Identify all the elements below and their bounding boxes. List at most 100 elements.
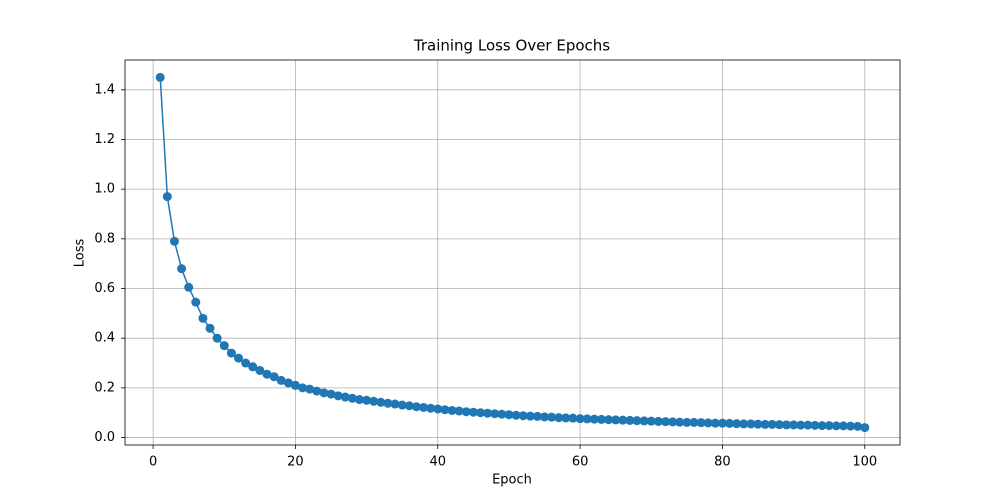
data-point: [774, 420, 784, 430]
data-point: [725, 418, 735, 428]
data-point: [362, 395, 372, 405]
data-point: [518, 411, 528, 421]
data-point: [290, 380, 300, 390]
data-point: [817, 421, 827, 431]
x-tick-label: 40: [430, 455, 447, 470]
data-point: [162, 192, 172, 202]
data-point: [419, 402, 429, 412]
data-point: [511, 410, 521, 420]
data-point: [440, 405, 450, 415]
data-point: [461, 407, 471, 417]
data-point: [838, 421, 848, 431]
data-point: [433, 404, 443, 414]
y-axis-label: Loss: [73, 239, 88, 268]
data-point: [582, 414, 592, 424]
data-point: [689, 417, 699, 427]
data-point: [703, 418, 713, 428]
data-point: [746, 419, 756, 429]
y-tick-label: 0.2: [94, 380, 115, 395]
y-tick-label: 1.2: [94, 132, 115, 147]
data-point: [468, 407, 478, 417]
data-point: [184, 282, 194, 292]
data-point: [575, 414, 585, 424]
data-point: [397, 400, 407, 410]
data-point: [604, 415, 614, 425]
data-point: [483, 408, 493, 418]
data-point: [219, 341, 229, 351]
data-point: [411, 402, 421, 412]
y-tick-label: 0.4: [94, 331, 115, 346]
data-point: [347, 393, 357, 403]
data-point: [177, 264, 187, 274]
data-point: [497, 409, 507, 419]
data-point: [589, 414, 599, 424]
data-point: [390, 399, 400, 409]
data-point: [625, 415, 635, 425]
data-point: [568, 413, 578, 423]
data-point: [732, 419, 742, 429]
data-point: [753, 419, 763, 429]
data-point: [155, 72, 165, 82]
chart-title: Training Loss Over Epochs: [413, 37, 610, 55]
data-point: [717, 418, 727, 428]
data-point: [298, 383, 308, 393]
y-tick-label: 1.4: [94, 82, 115, 97]
data-point: [831, 421, 841, 431]
data-point: [283, 378, 293, 388]
x-tick-label: 0: [149, 455, 157, 470]
data-point: [426, 403, 436, 413]
data-point: [824, 421, 834, 431]
data-point: [269, 372, 279, 382]
data-point: [333, 391, 343, 401]
data-point: [319, 388, 329, 398]
data-point: [675, 417, 685, 427]
data-point: [646, 416, 656, 426]
data-point: [262, 369, 272, 379]
data-point: [454, 406, 464, 416]
y-tick-label: 1.0: [94, 182, 115, 197]
data-point: [369, 396, 379, 406]
data-point: [340, 392, 350, 402]
data-point: [490, 409, 500, 419]
data-point: [248, 362, 258, 372]
data-point: [312, 386, 322, 396]
x-tick-label: 80: [714, 455, 731, 470]
data-point: [547, 412, 557, 422]
data-point: [596, 414, 606, 424]
data-point: [169, 236, 179, 246]
data-point: [682, 417, 692, 427]
data-point: [696, 418, 706, 428]
data-point: [561, 413, 571, 423]
data-point: [276, 375, 286, 385]
data-point: [767, 419, 777, 429]
x-axis-label: Epoch: [492, 473, 532, 488]
data-point: [611, 415, 621, 425]
data-point: [661, 417, 671, 427]
axes-frame: [124, 59, 901, 446]
data-point: [376, 397, 386, 407]
data-point: [205, 323, 215, 333]
data-point: [540, 412, 550, 422]
data-point: [781, 420, 791, 430]
data-point: [853, 421, 863, 431]
data-point: [383, 398, 393, 408]
data-point: [668, 417, 678, 427]
data-point: [191, 297, 201, 307]
data-point: [326, 389, 336, 399]
data-point: [525, 411, 535, 421]
data-point: [198, 313, 208, 323]
data-point: [846, 421, 856, 431]
data-point: [234, 353, 244, 363]
y-tick-label: 0.8: [94, 231, 115, 246]
data-point: [653, 416, 663, 426]
y-tick-label: 0.6: [94, 281, 115, 296]
data-point: [796, 420, 806, 430]
data-point: [639, 416, 649, 426]
y-tick-label: 0.0: [94, 430, 115, 445]
data-point: [810, 420, 820, 430]
grid-layer: [125, 60, 900, 445]
data-point: [618, 415, 628, 425]
data-point: [255, 365, 265, 375]
data-point: [226, 348, 236, 358]
